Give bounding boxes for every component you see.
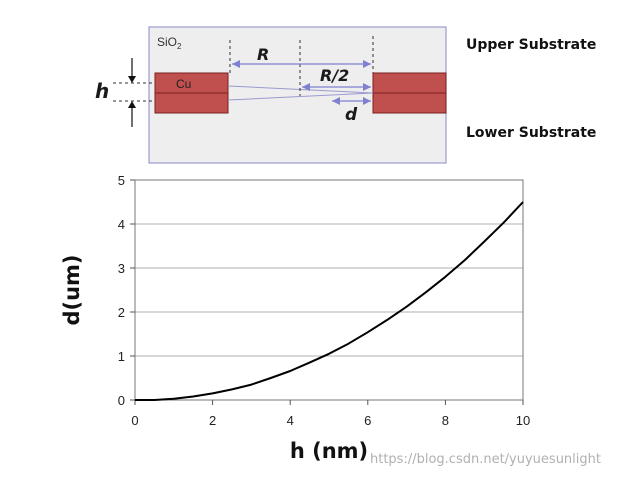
sio2-label: SiO2 xyxy=(157,35,182,51)
x-axis-title: h (nm) xyxy=(290,439,368,463)
x-tick-label-1: 2 xyxy=(209,413,216,428)
series-line-0 xyxy=(135,201,524,401)
y-tick-label-4: 4 xyxy=(118,217,125,232)
R2-arrowhead-left xyxy=(302,83,310,91)
h-label: h xyxy=(95,79,109,103)
upper-substrate-label: Upper Substrate xyxy=(466,37,597,53)
gap-line-lower xyxy=(227,92,374,101)
R2-label: R/2 xyxy=(320,66,349,85)
d-label: d xyxy=(345,105,358,125)
R2-arrowhead-right xyxy=(363,83,371,91)
R-label: R xyxy=(257,45,269,64)
y-tick-label-5: 5 xyxy=(118,173,125,188)
x-tick-label-2: 4 xyxy=(287,413,294,428)
y-tick-label-1: 1 xyxy=(118,349,125,364)
bonding-schematic: SiO2 Cu h R R/2 d xyxy=(95,26,447,164)
cu-pad-right-lower xyxy=(372,92,447,114)
x-tick-label-5: 10 xyxy=(516,413,530,428)
y-tick-label-0: 0 xyxy=(118,393,125,408)
R-arrowhead-right xyxy=(363,60,371,68)
y-tick-label-3: 3 xyxy=(118,261,125,276)
watermark: https://blog.csdn.net/yuyuesunlight xyxy=(370,452,601,467)
plot-frame xyxy=(134,179,524,401)
R-arrowhead-left xyxy=(232,60,240,68)
cu-pad-left-lower xyxy=(154,92,229,114)
x-tick-label-4: 8 xyxy=(442,413,449,428)
x-tick-label-3: 6 xyxy=(364,413,371,428)
h-arrowhead-top xyxy=(128,76,136,83)
lower-substrate-label: Lower Substrate xyxy=(466,125,597,141)
d-arrowhead-right xyxy=(363,97,371,105)
d-arrowhead-left xyxy=(332,97,340,105)
y-axis-title: d(um) xyxy=(60,254,84,325)
x-tick-label-0: 0 xyxy=(131,413,138,428)
y-tick-label-2: 2 xyxy=(118,305,125,320)
cu-label: Cu xyxy=(176,77,191,91)
h-arrowhead-bottom xyxy=(128,101,136,108)
